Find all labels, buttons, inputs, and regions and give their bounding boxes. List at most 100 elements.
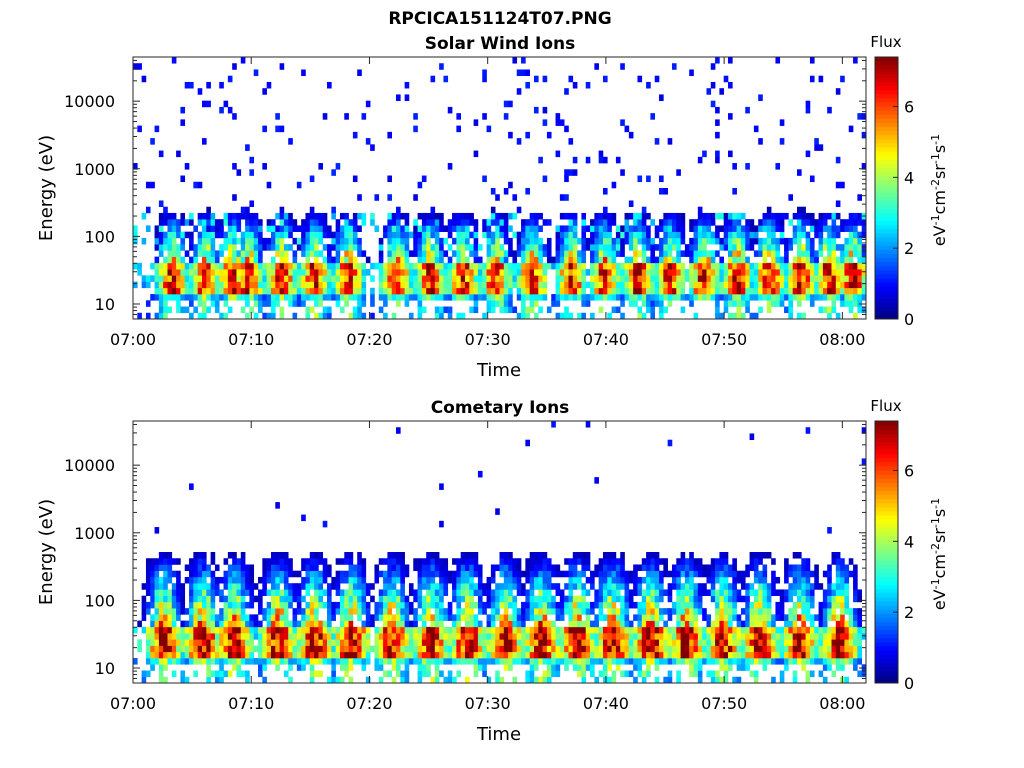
heatmap-cell: [598, 287, 604, 295]
heatmap-cell: [745, 570, 750, 578]
heatmap-cell: [564, 125, 569, 133]
heatmap-cell: [840, 294, 845, 301]
heatmap-cell: [184, 651, 190, 659]
heatmap-cell: [551, 639, 556, 646]
heatmap-cell: [167, 275, 173, 282]
heatmap-cell: [693, 664, 699, 671]
heatmap-cell: [301, 658, 306, 665]
heatmap-cell: [232, 219, 237, 226]
heatmap-cell: [275, 502, 280, 509]
heatmap-cell: [753, 262, 759, 270]
heatmap-cell: [809, 262, 815, 270]
heatmap-cell: [486, 614, 492, 621]
heatmap-cell: [400, 651, 405, 659]
heatmap-cell: [318, 552, 324, 559]
heatmap-cell: [602, 225, 608, 232]
heatmap-cell: [258, 633, 263, 640]
heatmap-cell: [529, 256, 535, 264]
heatmap-cell: [689, 250, 694, 257]
heatmap-cell: [521, 281, 526, 289]
heatmap-cell: [296, 626, 302, 634]
heatmap-cell: [400, 670, 405, 678]
heatmap-cell: [598, 608, 604, 615]
heatmap-cell: [715, 287, 720, 295]
heatmap-cell: [581, 670, 587, 678]
heatmap-cell: [189, 275, 194, 282]
heatmap-cell: [740, 664, 746, 671]
heatmap-cell: [452, 262, 457, 270]
heatmap-cell: [840, 181, 845, 189]
heatmap-cell: [154, 614, 160, 621]
heatmap-cell: [270, 564, 276, 572]
heatmap-cell: [551, 633, 556, 640]
heatmap-cell: [421, 231, 427, 239]
heatmap-cell: [797, 275, 802, 282]
heatmap-cell: [158, 639, 164, 646]
heatmap-cell: [413, 125, 418, 133]
heatmap-cell: [844, 237, 850, 245]
heatmap-cell: [430, 558, 436, 565]
heatmap-cell: [327, 225, 332, 232]
heatmap-cell: [503, 633, 509, 640]
heatmap-cell: [719, 608, 725, 615]
heatmap-cell: [546, 306, 552, 314]
heatmap-cell: [404, 639, 410, 646]
heatmap-cell: [521, 287, 526, 295]
heatmap-cell: [335, 281, 341, 289]
heatmap-cell: [499, 281, 505, 289]
heatmap-cell: [171, 275, 177, 282]
heatmap-cell: [728, 269, 733, 276]
heatmap-cell: [145, 589, 151, 596]
heatmap-cell: [167, 601, 173, 609]
heatmap-cell: [348, 225, 354, 232]
heatmap-cell: [383, 231, 388, 239]
heatmap-cell: [822, 244, 828, 251]
heatmap-cell: [309, 175, 315, 183]
heatmap-cell: [327, 658, 332, 665]
heatmap-cell: [598, 219, 604, 226]
heatmap-cell: [309, 275, 315, 282]
heatmap-cell: [702, 250, 707, 257]
heatmap-cell: [456, 620, 461, 628]
heatmap-cell: [499, 256, 505, 264]
heatmap-cell: [697, 262, 703, 270]
heatmap-cell: [158, 212, 164, 220]
heatmap-cell: [512, 583, 518, 590]
heatmap-cell: [753, 614, 759, 621]
heatmap-cell: [352, 306, 358, 314]
heatmap-cell: [521, 231, 526, 239]
colorbar-swatch: [875, 257, 898, 263]
heatmap-cell: [797, 231, 802, 239]
heatmap-cell: [270, 595, 276, 603]
heatmap-cell: [490, 269, 496, 276]
colorbar-swatch: [875, 261, 898, 267]
colorbar-swatch: [875, 212, 898, 218]
heatmap-cell: [624, 658, 630, 665]
heatmap-cell: [728, 620, 733, 628]
x-tick-label: 07:30: [465, 330, 511, 349]
heatmap-cell: [465, 645, 470, 653]
heatmap-cell: [206, 670, 211, 678]
heatmap-cell: [171, 658, 177, 665]
heatmap-cell: [227, 626, 233, 634]
heatmap-cell: [499, 620, 505, 628]
heatmap-cell: [762, 256, 768, 264]
heatmap-cell: [749, 601, 755, 609]
heatmap-cell: [607, 676, 612, 684]
heatmap-cell: [745, 106, 750, 114]
heatmap-cell: [245, 570, 250, 578]
heatmap-cell: [697, 206, 703, 214]
heatmap-cell: [223, 645, 229, 653]
colorbar-swatch: [875, 171, 898, 177]
heatmap-cell: [163, 300, 168, 307]
heatmap-cell: [736, 570, 742, 578]
heatmap-cell: [413, 589, 418, 596]
colorbar-swatch: [875, 110, 898, 115]
heatmap-cell: [564, 256, 569, 264]
heatmap-cell: [568, 256, 574, 264]
heatmap-cell: [465, 576, 470, 584]
heatmap-cell: [141, 608, 147, 615]
heatmap-cell: [801, 250, 806, 257]
heatmap-cell: [322, 570, 328, 578]
heatmap-cell: [667, 287, 673, 295]
